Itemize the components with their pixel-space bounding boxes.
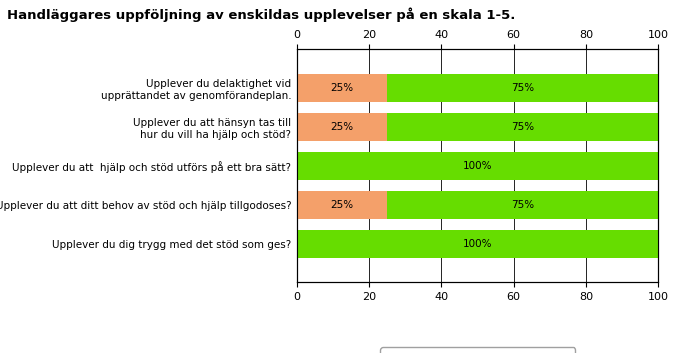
- Bar: [387, 74, 658, 102]
- Text: 25%: 25%: [331, 122, 354, 132]
- Bar: [387, 113, 658, 141]
- Text: 25%: 25%: [331, 83, 354, 93]
- Text: 75%: 75%: [511, 200, 535, 210]
- Bar: [297, 191, 387, 219]
- Bar: [297, 229, 658, 258]
- Bar: [297, 152, 658, 180]
- Text: 100%: 100%: [463, 161, 492, 171]
- Text: Handläggares uppföljning av enskildas upplevelser på en skala 1-5.: Handläggares uppföljning av enskildas up…: [7, 7, 515, 22]
- Text: 75%: 75%: [511, 122, 535, 132]
- Text: 100%: 100%: [463, 239, 492, 249]
- Text: 25%: 25%: [331, 200, 354, 210]
- Bar: [297, 74, 387, 102]
- Text: 75%: 75%: [511, 83, 535, 93]
- Bar: [387, 191, 658, 219]
- Legend: 1-2, 3, 4-5: 1-2, 3, 4-5: [380, 347, 575, 353]
- Bar: [297, 113, 387, 141]
